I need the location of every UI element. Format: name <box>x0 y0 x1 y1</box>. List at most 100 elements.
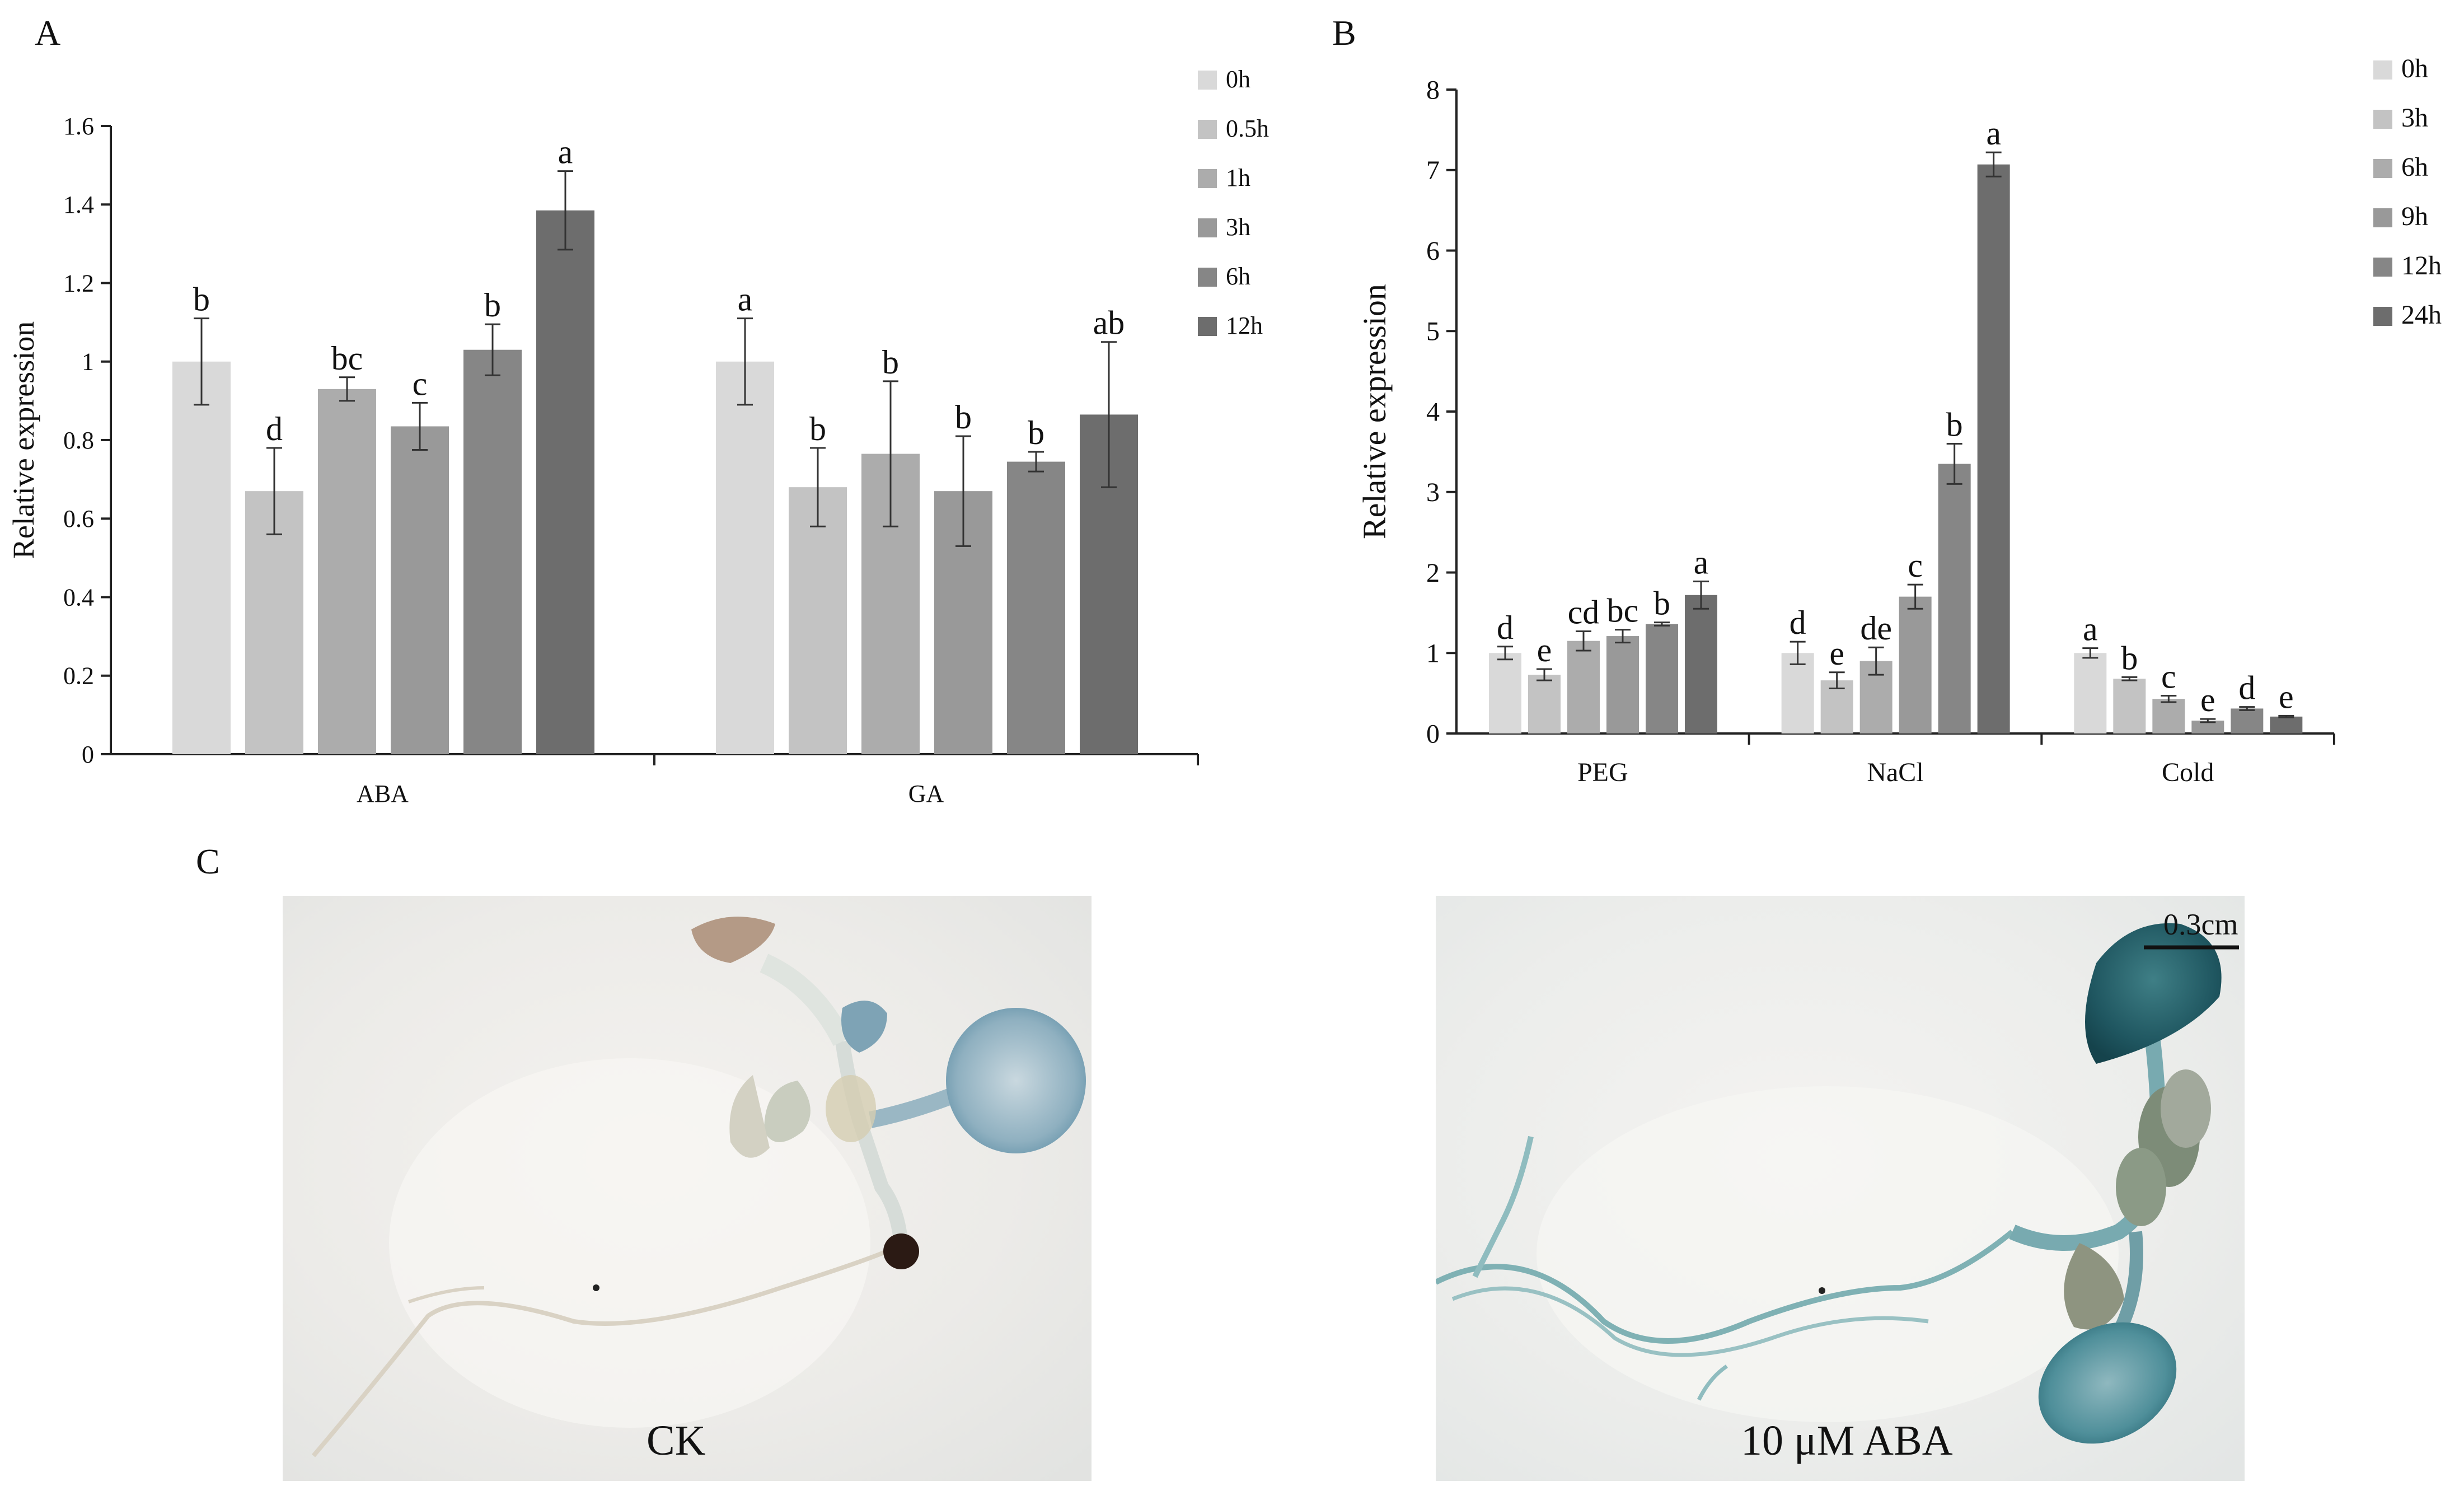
bar <box>463 349 522 754</box>
significance-letter: b <box>882 344 899 381</box>
significance-letter: e <box>2200 681 2215 718</box>
chart-a: 0 0.2 0.4 0.6 0.8 1 1.2 1.4 1.6 Relative expressi… <box>7 66 1269 807</box>
y-axis-label: Relative expression <box>1356 284 1393 539</box>
legend-label: 6h <box>2401 152 2428 182</box>
significance-letter: c <box>2161 658 2176 695</box>
seedling-ck-image <box>283 896 1092 1481</box>
y-tick-label: 1.4 <box>63 191 94 218</box>
x-category-label: GA <box>908 780 944 807</box>
y-tick-label: 7 <box>1426 156 1440 185</box>
significance-letter: b <box>1946 406 1963 443</box>
bar <box>1567 641 1600 733</box>
significance-letter: de <box>1860 610 1892 647</box>
panel-letter-b: B <box>1332 13 1356 53</box>
significance-letter: b <box>2121 639 2138 676</box>
legend-swatch <box>1198 169 1217 188</box>
significance-letter: b <box>955 399 972 436</box>
significance-letter: b <box>1653 585 1670 622</box>
legend-label: 12h <box>2401 251 2442 281</box>
y-tick-label: 8 <box>1426 75 1440 105</box>
bar <box>2152 699 2185 733</box>
legend-label: 0h <box>2401 54 2428 83</box>
photo-label-aba: 10 μM ABA <box>1741 1417 1953 1464</box>
legend-swatch <box>2373 307 2392 326</box>
legend-label: 0.5h <box>1226 115 1269 142</box>
legend-label: 24h <box>2401 300 2442 330</box>
legend-swatch <box>1198 71 1217 90</box>
significance-letter: a <box>1986 115 2001 152</box>
legend-swatch <box>1198 218 1217 237</box>
panel-letter-c: C <box>196 842 220 881</box>
y-tick-label: 0.8 <box>63 427 94 454</box>
legend-label: 3h <box>1226 213 1250 241</box>
significance-letter: e <box>1537 632 1552 669</box>
significance-letter: d <box>266 410 283 447</box>
bar <box>2270 716 2303 733</box>
legend-swatch <box>2373 208 2392 227</box>
bar <box>1899 596 1932 733</box>
y-tick-label: 3 <box>1426 478 1440 507</box>
seedling-aba-image <box>1436 896 2245 1481</box>
significance-letter: b <box>484 287 501 324</box>
photo-ck: CK <box>283 896 1092 1481</box>
significance-letter: cd <box>1568 594 1600 630</box>
y-tick-label: 1.6 <box>63 113 94 140</box>
y-tick-label: 1.2 <box>63 269 94 297</box>
bar <box>1007 461 1065 754</box>
bar <box>536 210 594 754</box>
bar <box>1606 636 1639 733</box>
photo-aba: 0.3cm 10 μM ABA <box>1436 896 2245 1481</box>
y-tick-label: 0 <box>1426 719 1440 749</box>
y-tick-label: 0.4 <box>63 583 94 611</box>
significance-letter: c <box>1908 547 1923 584</box>
bar <box>1528 675 1561 733</box>
y-axis-label: Relative expression <box>7 321 40 559</box>
panel-letter-a: A <box>35 13 61 53</box>
significance-letter: e <box>1829 635 1844 672</box>
legend-swatch <box>2373 110 2392 129</box>
significance-letter: a <box>738 281 753 318</box>
significance-letter: e <box>2279 678 2294 715</box>
x-category-label: PEG <box>1577 758 1628 787</box>
significance-letter: a <box>558 134 573 171</box>
significance-letter: bc <box>331 340 363 377</box>
legend-label: 9h <box>2401 202 2428 231</box>
legend-label: 1h <box>1226 164 1250 191</box>
significance-letter: b <box>193 281 210 318</box>
significance-letter: b <box>809 410 826 447</box>
significance-letter: d <box>2238 670 2255 707</box>
legend-swatch <box>2373 258 2392 277</box>
legend-label: 0h <box>1226 66 1250 93</box>
bar <box>1938 464 1971 733</box>
significance-letter: a <box>2083 611 2098 648</box>
bar <box>789 487 847 754</box>
significance-letter: d <box>1790 604 1806 641</box>
bar <box>2191 721 2224 733</box>
bar <box>318 389 376 754</box>
y-tick-label: 5 <box>1426 317 1440 347</box>
significance-letter: c <box>413 365 428 402</box>
x-category-label: NaCl <box>1867 758 1923 787</box>
bar <box>1781 653 1814 733</box>
legend-swatch <box>1198 268 1217 287</box>
y-tick-label: 4 <box>1426 397 1440 427</box>
bar <box>172 361 231 754</box>
bar <box>1977 164 2010 733</box>
bar <box>1685 595 1717 733</box>
x-category-label: Cold <box>2162 758 2214 787</box>
legend-swatch <box>2373 60 2392 80</box>
bar <box>391 426 449 754</box>
y-tick-label: 1 <box>1426 639 1440 669</box>
y-tick-label: 0.6 <box>63 505 94 532</box>
legend-label: 12h <box>1226 312 1263 339</box>
y-tick-label: 0 <box>82 741 94 768</box>
bar <box>1646 624 1678 733</box>
significance-letter: ab <box>1093 305 1125 342</box>
bar <box>716 361 774 754</box>
photo-label-ck: CK <box>647 1417 706 1464</box>
y-tick-label: 0.2 <box>63 662 94 690</box>
bar <box>1489 653 1521 733</box>
legend-swatch <box>1198 120 1217 139</box>
x-category-label: ABA <box>357 780 409 807</box>
